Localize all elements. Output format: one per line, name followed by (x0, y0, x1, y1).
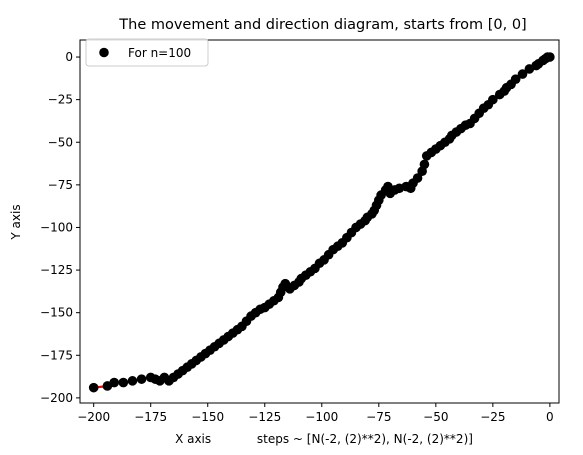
data-point (517, 69, 528, 79)
data-point (127, 376, 138, 386)
legend-marker (99, 47, 109, 58)
legend-box (85, 38, 209, 67)
data-point (136, 374, 147, 384)
data-point (524, 64, 535, 74)
data-point (102, 381, 113, 391)
plot-area: −200 −175 −150 −125 −100 −75 −50 −25 0 0 −25 −50 −75… (40, 38, 560, 424)
x-tick-label: −125 (248, 410, 281, 424)
x-tick-label: −100 (305, 410, 338, 424)
x-tick-label: −200 (77, 410, 110, 424)
x-tick-label: −50 (423, 410, 448, 424)
y-tick-label: −50 (48, 135, 73, 149)
y-tick-label: −25 (48, 93, 73, 107)
data-point (145, 372, 156, 383)
legend-label: For n=100 (128, 46, 191, 60)
data-point (421, 151, 432, 161)
x-tick-label: −25 (480, 410, 505, 424)
data-point (118, 377, 129, 388)
data-point (88, 382, 99, 393)
y-tick-label: −150 (40, 306, 73, 320)
x-tick-label: −175 (134, 410, 167, 424)
y-tick-label: −125 (40, 263, 73, 277)
data-point (417, 166, 427, 177)
x-tick-label: −75 (366, 410, 391, 424)
y-tick-label: 0 (65, 50, 73, 64)
axes-frame (79, 39, 560, 404)
x-axis-label: X axis steps ~ [N(-2, (2)**2), N(-2, (2)… (175, 432, 473, 446)
y-tick-label: −100 (40, 220, 73, 234)
y-tick-label: −175 (40, 348, 73, 362)
y-tick-label: −75 (48, 178, 73, 192)
x-tick-label: −150 (191, 410, 224, 424)
legend: For n=100 (85, 38, 209, 67)
chart-title: The movement and direction diagram, star… (118, 17, 526, 33)
x-tick-label: 0 (546, 410, 554, 424)
data-point (494, 89, 505, 100)
y-axis-label: Y axis (9, 204, 23, 240)
y-tick-label: −200 (40, 391, 73, 405)
